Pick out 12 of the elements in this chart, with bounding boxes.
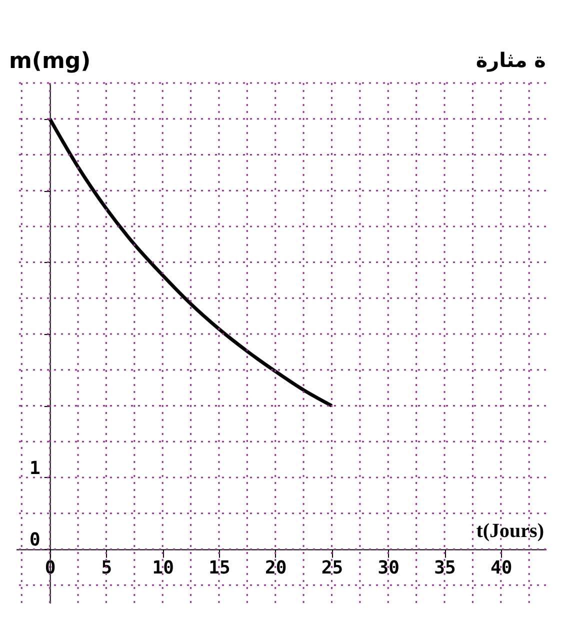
y-tick-label: 1 xyxy=(29,458,40,479)
x-tick-label: 5 xyxy=(101,558,112,579)
y-axis-title: m(mg) xyxy=(8,49,91,74)
x-tick-label: 25 xyxy=(321,558,344,579)
x-tick-label: 10 xyxy=(152,558,174,579)
x-tick-label: 30 xyxy=(378,558,400,579)
x-tick-label: 15 xyxy=(208,558,230,579)
text: ة مثارة xyxy=(476,48,546,72)
x-tick-label: 35 xyxy=(434,558,456,579)
x-axis-title: t(Jours) xyxy=(476,520,544,542)
x-tick-label: 40 xyxy=(490,558,512,579)
x-tick-label: 20 xyxy=(265,558,287,579)
